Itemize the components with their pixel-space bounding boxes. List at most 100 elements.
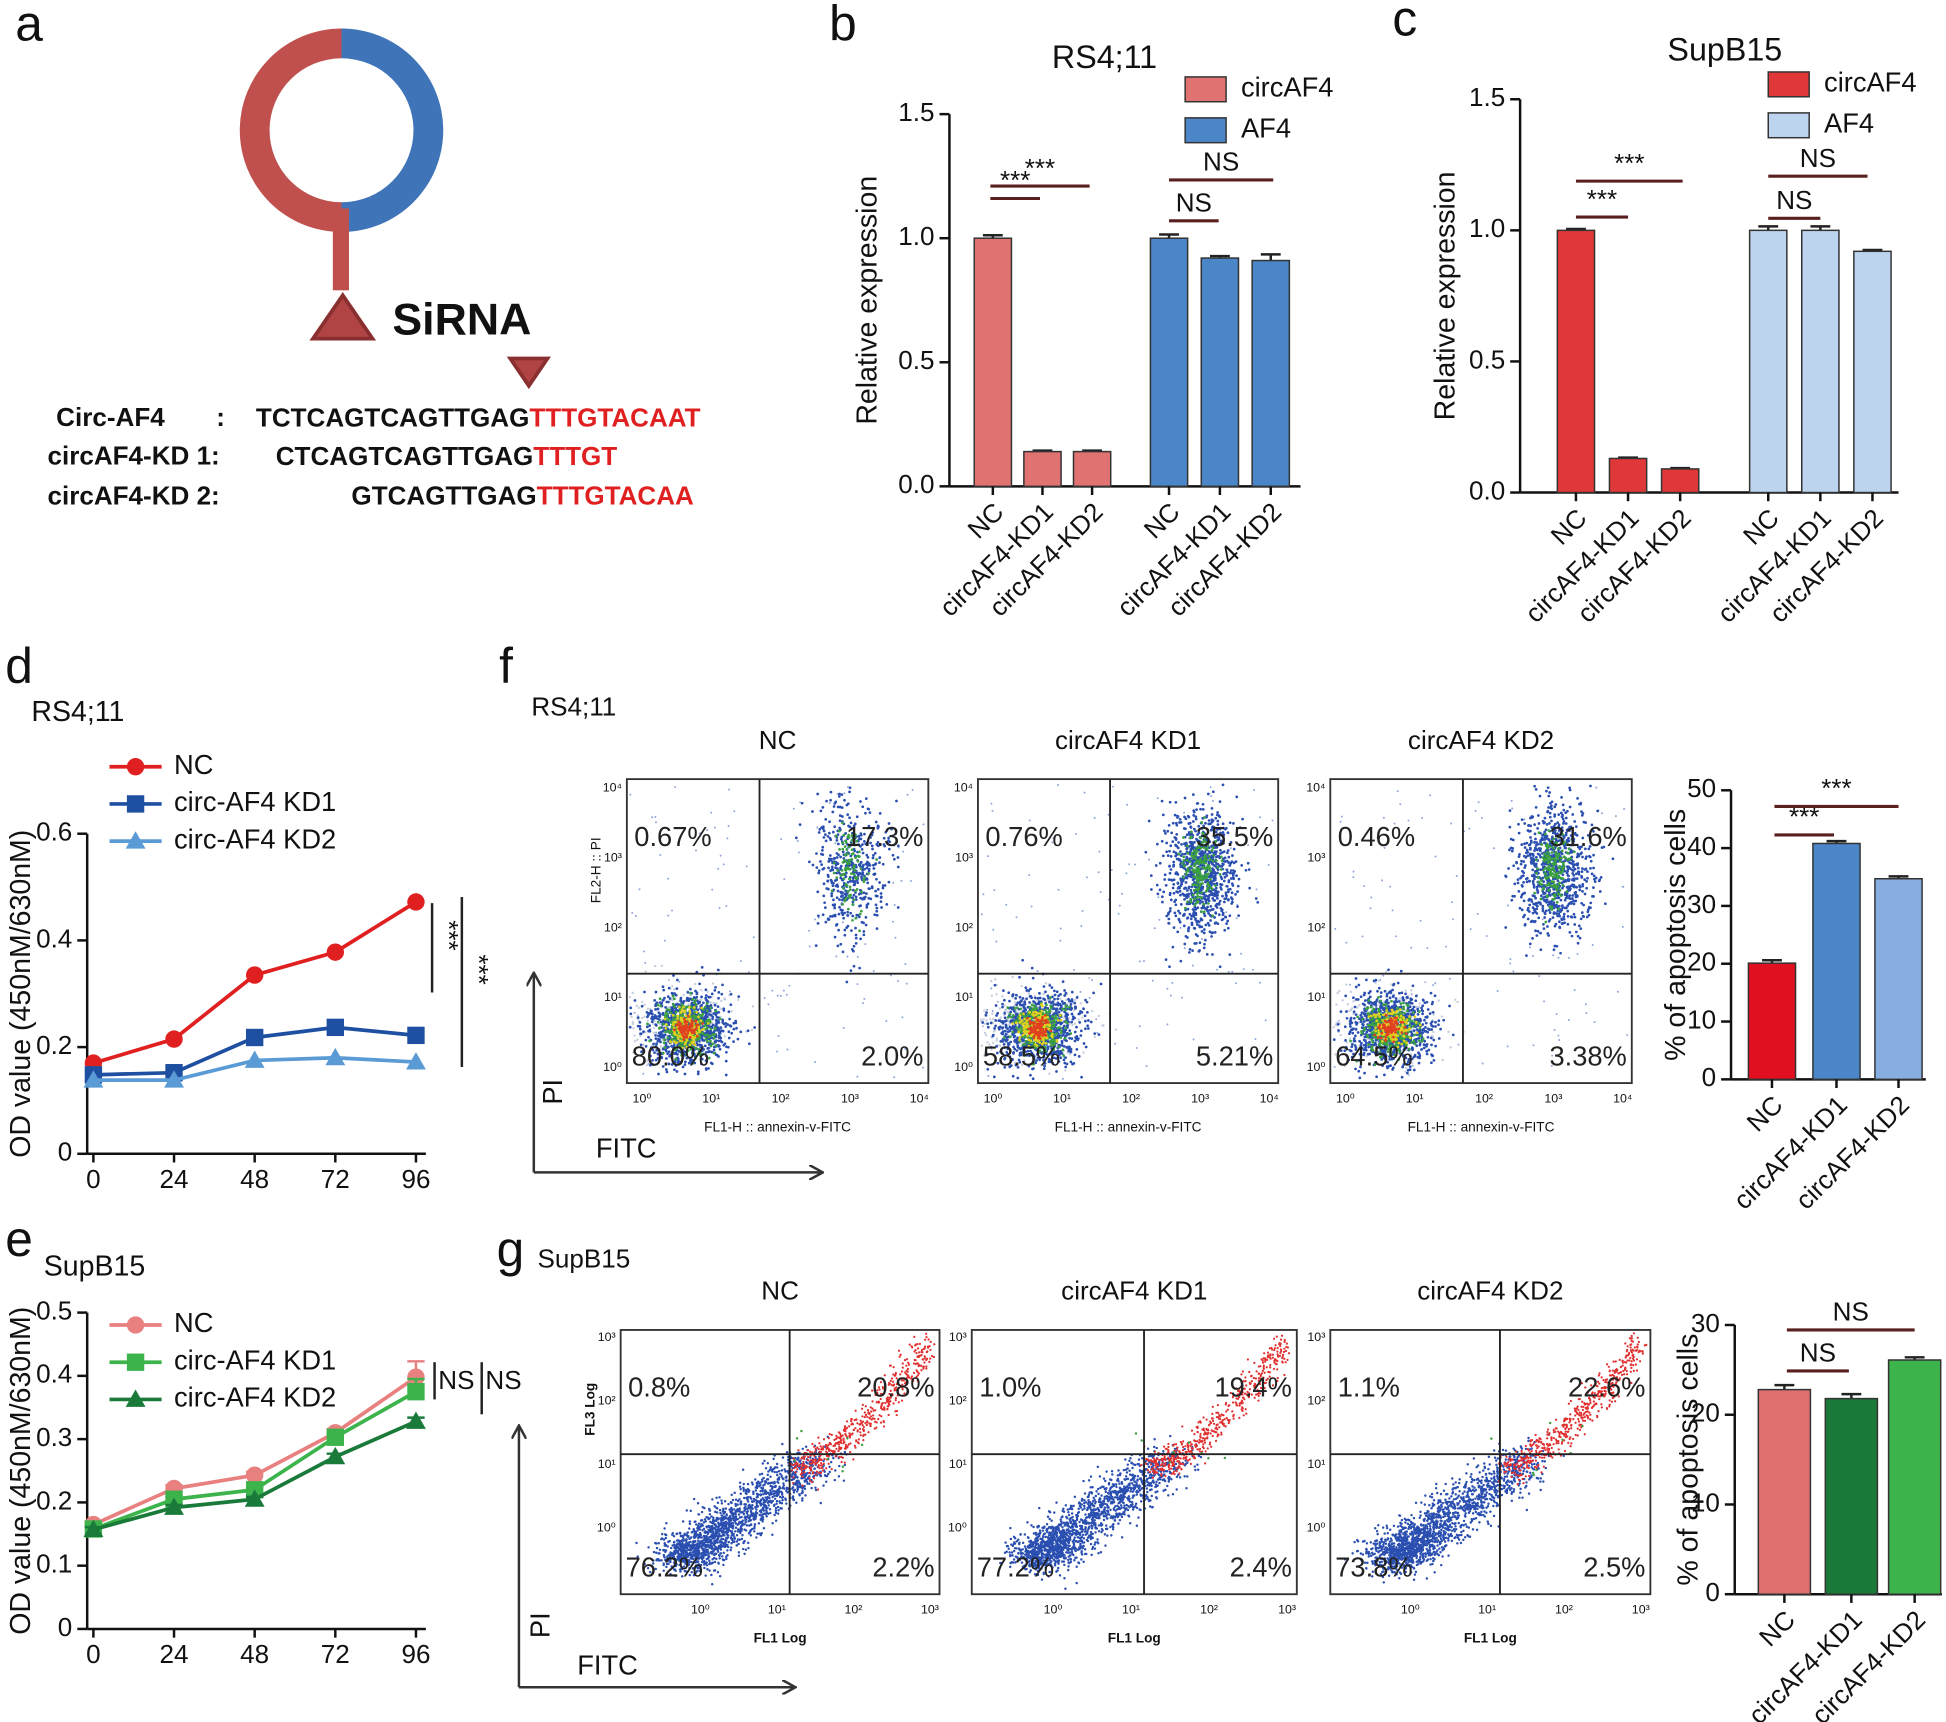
x-tick-label: 10¹	[1122, 1603, 1140, 1617]
legend-swatch	[1184, 117, 1227, 144]
y-tick-label: 0.5	[898, 345, 934, 375]
quadrant-percent: 17.3%	[846, 821, 923, 852]
sequence: TCTCAGTCAGTTGAGTTTGTACAAT	[256, 402, 701, 432]
marker	[245, 966, 264, 984]
plot-frame	[1329, 778, 1633, 1085]
y-tick-label: 10¹	[1307, 990, 1325, 1004]
quadrant-percent: 80.0%	[632, 1040, 709, 1071]
x-axis-label: FL1-H :: annexin-v-FITC	[1055, 1119, 1202, 1134]
y-tick-label: 1.0	[898, 221, 934, 251]
event-dots	[1140, 1334, 1291, 1479]
bar	[1747, 962, 1797, 1081]
y-tick-label: 0.0	[898, 469, 934, 499]
x-tick-label: 10¹	[1053, 1091, 1071, 1105]
quadrant-percent: 35.5%	[1196, 821, 1273, 852]
sequence: GTCAGTTGAGTTTGTACAA	[351, 480, 694, 510]
event-dots	[635, 1435, 848, 1586]
marker	[125, 831, 146, 849]
plot-frame	[1329, 1329, 1652, 1596]
sequence: CTCAGTCAGTTGAGTTTGT	[276, 441, 618, 471]
x-tick-label: 10⁴	[910, 1091, 929, 1105]
significance-label: NS	[1776, 185, 1812, 215]
y-tick-label: 10⁰	[1307, 1060, 1326, 1074]
quadrant-percent: 0.46%	[1338, 821, 1415, 852]
chart-title: SupB15	[1667, 32, 1782, 68]
bar	[973, 237, 1013, 488]
y-tick-label: 10¹	[955, 990, 973, 1004]
y-axis-label: OD value (450nM/630nM)	[5, 1307, 37, 1635]
marker	[244, 1489, 265, 1507]
quadrant-percent: 0.8%	[628, 1372, 690, 1403]
x-tick-label: NC	[1753, 1604, 1801, 1652]
y-tick-label: 0	[58, 1137, 73, 1167]
legend-label: circAF4	[1824, 67, 1916, 98]
quadrant-percent: 2.0%	[861, 1040, 923, 1071]
quadrant-percent: 22.6%	[1568, 1372, 1645, 1403]
panel-label: g	[497, 1221, 525, 1277]
y-axis-label: % of apoptosis cells	[1673, 1334, 1705, 1586]
y-tick-label: 40	[1687, 831, 1716, 861]
x-tick-label: 24	[160, 1164, 189, 1194]
y-tick-label: 30	[1691, 1308, 1720, 1338]
legend-label: circ-AF4 KD2	[174, 823, 336, 854]
marker	[165, 1030, 183, 1048]
legend-swatch	[1767, 71, 1810, 98]
y-tick-label: 10²	[604, 920, 622, 934]
bar	[1800, 229, 1840, 494]
significance-label: ***	[1000, 165, 1030, 195]
x-tick-label: 48	[240, 1639, 269, 1669]
event-dots	[1134, 1432, 1227, 1464]
bar	[1251, 259, 1291, 488]
bar	[1200, 257, 1240, 488]
event-dots	[673, 1014, 704, 1042]
event-dots	[1026, 1013, 1053, 1040]
x-tick-label: 10¹	[768, 1603, 786, 1617]
marker	[326, 943, 344, 961]
x-tick-label: 0	[86, 1164, 100, 1194]
quadrant-percent: 2.2%	[872, 1552, 934, 1583]
x-tick-label: 10²	[1122, 1091, 1140, 1105]
significance-label: ***	[1587, 184, 1617, 214]
legend-label: NC	[174, 749, 213, 780]
x-tick-label: 10⁰	[984, 1091, 1003, 1105]
significance-label: ***	[434, 920, 464, 950]
marker	[83, 1070, 104, 1088]
sirna-triangle	[309, 291, 377, 341]
marker	[326, 1018, 344, 1037]
y-tick-label: 10²	[955, 920, 973, 934]
y-tick-label: 1.0	[1469, 213, 1505, 243]
significance-label: ***	[1025, 153, 1055, 183]
x-tick-label: 10⁰	[691, 1603, 710, 1617]
x-axis-label: FL1 Log	[1464, 1630, 1517, 1645]
x-tick-label: 10³	[841, 1091, 859, 1105]
bar	[1824, 1397, 1879, 1595]
x-tick-label: 10⁴	[1613, 1091, 1632, 1105]
quadrant-percent: 5.21%	[1196, 1040, 1273, 1071]
significance-label: NS	[1800, 1338, 1836, 1368]
bar	[1660, 468, 1700, 494]
quadrant-percent: 73.8%	[1335, 1552, 1412, 1583]
bar	[1812, 842, 1861, 1081]
y-tick-label: 0	[58, 1612, 73, 1642]
bar	[1072, 450, 1112, 488]
marker	[325, 1446, 346, 1465]
y-tick-label: 10⁰	[597, 1520, 616, 1534]
panel-label: e	[5, 1211, 33, 1267]
plot-title: circAF4 KD2	[1417, 1276, 1563, 1306]
x-tick-label: 10³	[1191, 1091, 1209, 1105]
y-tick-label: 10³	[1307, 1330, 1325, 1344]
marker	[407, 1026, 425, 1045]
y-tick-label: 10³	[1307, 850, 1325, 864]
x-tick-label: 0	[86, 1639, 100, 1669]
sirna-label: SiRNA	[392, 295, 531, 344]
legend-label: circ-AF4 KD1	[174, 1344, 336, 1375]
quadrant-percent: 58.5%	[983, 1040, 1060, 1071]
y-tick-label: 10³	[598, 1330, 616, 1344]
y-tick-label: 0.0	[1469, 475, 1505, 505]
x-tick-label: 10⁰	[1401, 1603, 1420, 1617]
marker	[406, 1052, 426, 1070]
panel-label: d	[5, 638, 33, 694]
x-axis-label: FL1-H :: annexin-v-FITC	[1408, 1119, 1555, 1134]
y-tick-label: 20	[1691, 1398, 1720, 1428]
